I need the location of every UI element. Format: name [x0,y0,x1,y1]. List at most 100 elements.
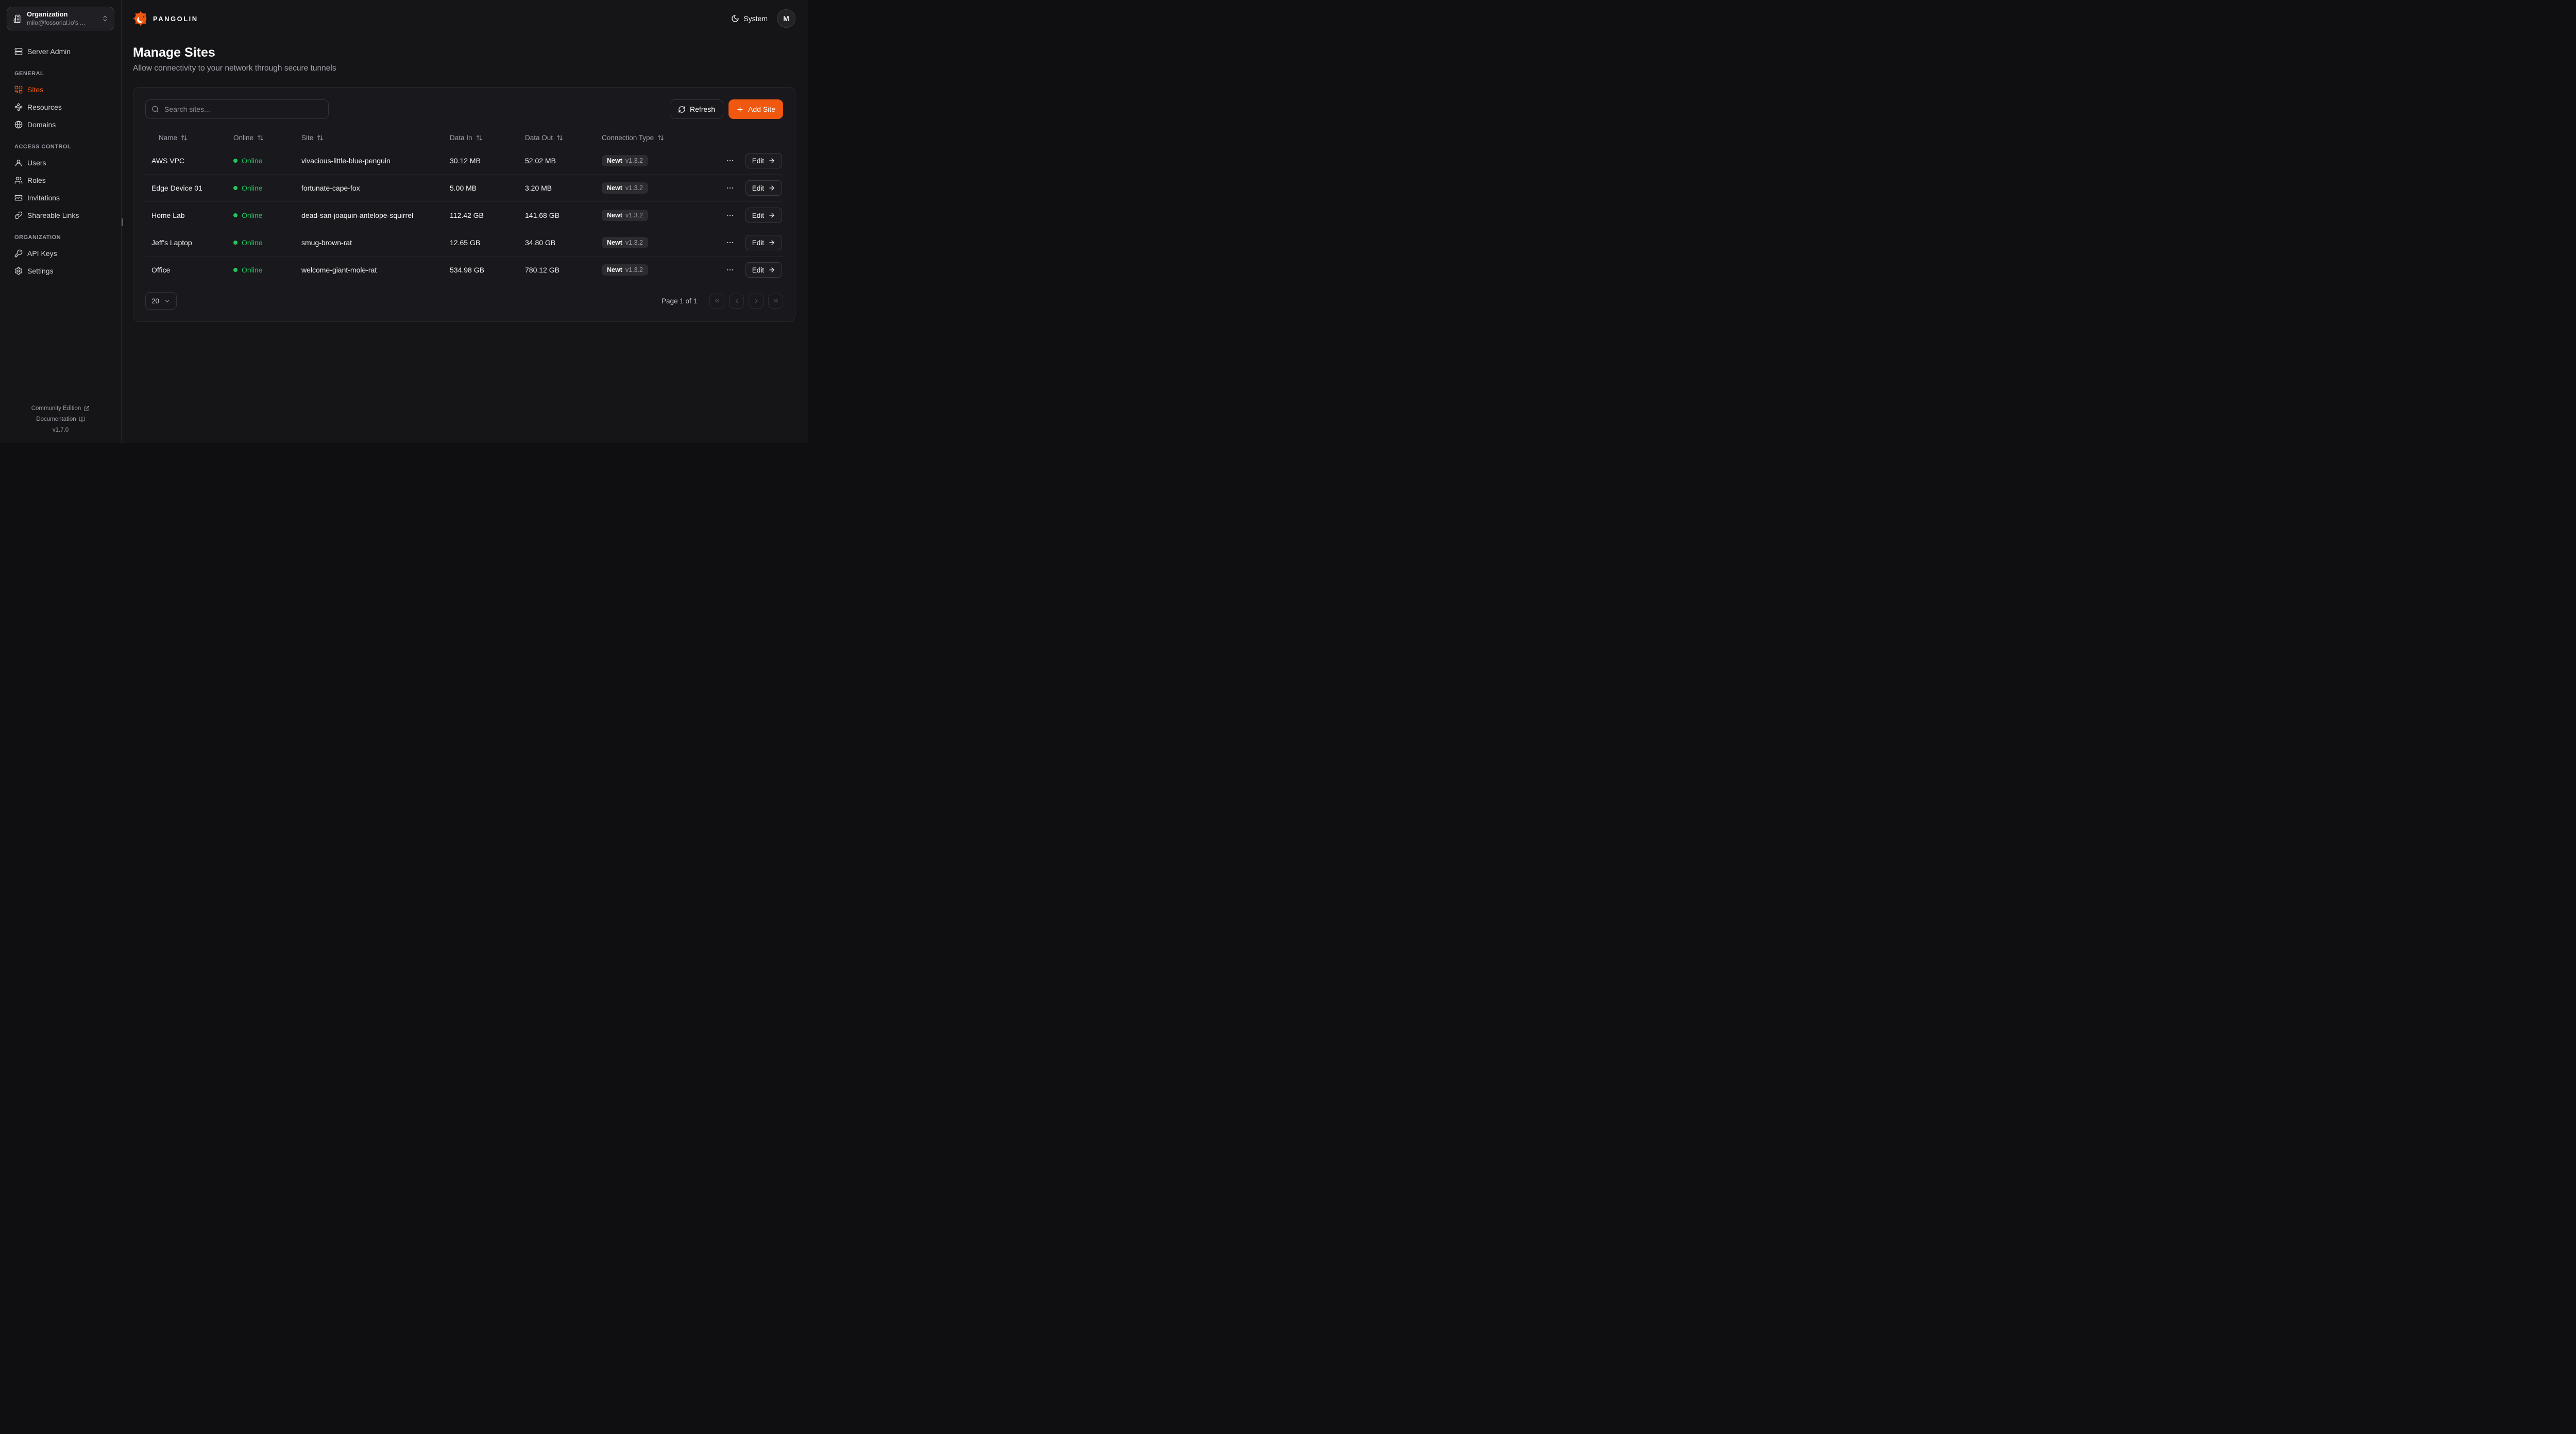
theme-toggle[interactable]: System [731,14,768,23]
refresh-icon [678,106,686,113]
cell-data-out: 3.20 MB [525,184,552,192]
documentation-link[interactable]: Documentation [5,416,116,422]
user-icon [14,159,23,167]
org-selector[interactable]: Organization milo@fossorial.io's ... [7,7,114,30]
arrow-right-icon [768,184,775,192]
row-menu-button[interactable] [726,211,734,219]
sort-icon [476,134,483,141]
column-header-connection-type[interactable]: Connection Type [596,134,699,142]
edit-button[interactable]: Edit [745,153,782,168]
sidebar-item-api-keys[interactable]: API Keys [7,245,114,262]
link-icon [14,211,23,219]
chevrons-left-icon [714,297,721,304]
cell-data-in: 12.65 GB [450,238,481,247]
row-menu-button[interactable] [726,238,734,247]
previous-page-button[interactable] [729,293,744,309]
first-page-button[interactable] [709,293,724,309]
cell-name: Edge Device 01 [151,184,202,192]
sidebar-resize-handle[interactable] [122,218,123,226]
brand-logo[interactable]: PANGOLIN [133,11,198,26]
main-content: PANGOLIN System M Manage Sites Allow con… [122,0,808,443]
pagination: 20 Page 1 of 1 [145,292,783,310]
cell-data-in: 30.12 MB [450,157,481,165]
page-subtitle: Allow connectivity to your network throu… [133,64,336,73]
cell-site: fortunate-cape-fox [301,184,360,192]
topbar: PANGOLIN System M [133,0,795,37]
globe-icon [14,121,23,129]
sidebar-nav: Server Admin GENERAL Sites Resources Dom… [7,43,114,279]
cell-data-in: 112.42 GB [450,211,484,219]
sidebar-item-domains[interactable]: Domains [7,116,114,133]
avatar[interactable]: M [777,9,795,28]
section-label: ORGANIZATION [14,234,61,241]
arrow-right-icon [768,212,775,219]
sidebar-item-settings[interactable]: Settings [7,262,114,279]
column-header-online[interactable]: Online [227,134,295,142]
table-row: Edge Device 01 Online fortunate-cape-fox… [145,174,783,201]
sites-card: Refresh Add Site Name Online Site Data I… [133,87,795,322]
search-icon [151,106,159,113]
waypoints-icon [14,103,23,111]
column-header-site[interactable]: Site [295,134,444,142]
online-dot-icon [233,241,238,245]
row-menu-button[interactable] [726,157,734,165]
refresh-button[interactable]: Refresh [670,99,724,119]
sidebar: Organization milo@fossorial.io's ... Ser… [0,0,122,443]
org-selector-title: Organization [27,10,68,18]
status-badge: Online [227,211,295,219]
add-site-button[interactable]: Add Site [728,99,783,119]
online-dot-icon [233,268,238,272]
column-header-name[interactable]: Name [145,134,227,142]
next-page-button[interactable] [749,293,764,309]
row-menu-button[interactable] [726,184,734,192]
sidebar-item-invitations[interactable]: Invitations [7,189,114,206]
column-header-data-in[interactable]: Data In [444,134,519,142]
arrow-right-icon [768,266,775,274]
cell-name: Home Lab [151,211,185,219]
section-label: GENERAL [14,71,44,77]
sidebar-item-shareable-links[interactable]: Shareable Links [7,207,114,224]
column-header-data-out[interactable]: Data Out [519,134,596,142]
row-menu-button[interactable] [726,266,734,274]
table-row: Office Online welcome-giant-mole-rat 534… [145,256,783,283]
page-title: Manage Sites [133,45,215,60]
cell-data-out: 52.02 MB [525,157,556,165]
online-dot-icon [233,159,238,163]
sidebar-item-resources[interactable]: Resources [7,98,114,115]
connection-type-badge: Newt v1.3.2 [602,237,648,248]
sidebar-footer: Community Edition Documentation v1.7.0 [0,399,121,443]
edit-button[interactable]: Edit [745,208,782,223]
page-size-select[interactable]: 20 [145,292,177,310]
table-row: Jeff's Laptop Online smug-brown-rat 12.6… [145,229,783,256]
sort-icon [257,134,264,141]
version-label: v1.7.0 [52,427,69,433]
edit-button[interactable]: Edit [745,180,782,196]
cell-data-in: 534.98 GB [450,266,484,274]
sort-icon [317,134,324,141]
arrow-right-icon [768,157,775,164]
sidebar-item-server-admin[interactable]: Server Admin [7,43,114,60]
plus-icon [736,106,744,113]
ticket-check-icon [14,194,23,202]
table-header-row: Name Online Site Data In Data Out Connec… [145,128,783,147]
sidebar-item-sites[interactable]: Sites [7,81,114,98]
community-edition-link[interactable]: Community Edition [5,405,116,412]
sidebar-item-users[interactable]: Users [7,154,114,171]
sort-icon [181,134,188,141]
cell-data-out: 34.80 GB [525,238,556,247]
sidebar-item-roles[interactable]: Roles [7,172,114,189]
gear-icon [14,267,23,275]
status-badge: Online [227,157,295,165]
brand-name: PANGOLIN [153,14,198,23]
last-page-button[interactable] [768,293,783,309]
status-badge: Online [227,266,295,274]
online-dot-icon [233,213,238,217]
card-toolbar: Refresh Add Site [145,99,783,119]
table-row: Home Lab Online dead-san-joaquin-antelop… [145,201,783,229]
edit-button[interactable]: Edit [745,262,782,278]
edit-button[interactable]: Edit [745,235,782,250]
book-open-icon [79,416,85,422]
ellipsis-icon [726,266,734,274]
search-input[interactable] [145,99,329,119]
server-icon [14,47,23,56]
